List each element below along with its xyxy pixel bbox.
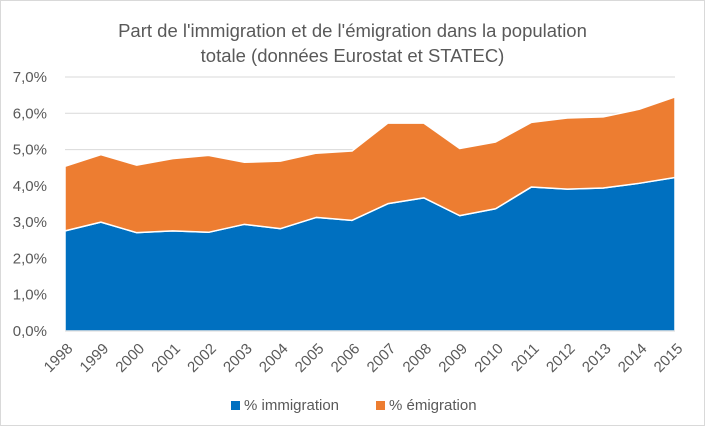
legend-swatch-immigration bbox=[231, 401, 240, 410]
chart-title-line-2: totale (données Eurostat et STATEC) bbox=[200, 45, 505, 66]
legend-swatch-emigration bbox=[376, 401, 385, 410]
y-tick-label: 3,0% bbox=[13, 214, 47, 231]
chart-title: Part de l'immigration et de l'émigration… bbox=[0, 18, 705, 68]
x-tick-label: 2011 bbox=[508, 340, 543, 375]
x-tick-label: 1998 bbox=[41, 340, 77, 376]
area-emigration bbox=[64, 96, 676, 234]
x-tick-label: 1999 bbox=[77, 340, 113, 376]
axes: 0,0% 1,0% 2,0% 3,0% 4,0% 5,0% 6,0% 7,0% 1998 1999… bbox=[13, 69, 687, 376]
x-tick-label: 2014 bbox=[615, 340, 651, 376]
legend: % immigration % émigration bbox=[231, 397, 477, 414]
y-tick-label: 6,0% bbox=[13, 105, 47, 122]
x-tick-label: 2006 bbox=[328, 340, 364, 376]
x-tick-label: 2009 bbox=[435, 340, 471, 376]
y-tick-label: 4,0% bbox=[13, 178, 47, 195]
x-tick-label: 2008 bbox=[400, 340, 436, 376]
y-tick-label: 5,0% bbox=[13, 142, 47, 159]
x-tick-label: 2001 bbox=[148, 340, 184, 376]
x-tick-label: 2005 bbox=[292, 340, 328, 376]
x-tick-label: 2004 bbox=[256, 340, 292, 376]
y-tick-label: 0,0% bbox=[13, 323, 47, 340]
x-tick-label: 2003 bbox=[220, 340, 256, 376]
area-series bbox=[64, 96, 676, 332]
x-tick-label: 2010 bbox=[471, 340, 507, 376]
x-tick-label: 2015 bbox=[651, 340, 687, 376]
y-tick-label: 7,0% bbox=[13, 69, 47, 86]
legend-label-immigration: % immigration bbox=[244, 397, 339, 414]
x-tick-label: 2012 bbox=[543, 340, 579, 376]
legend-label-emigration: % émigration bbox=[389, 397, 477, 414]
x-tick-label: 2013 bbox=[579, 340, 615, 376]
x-tick-label: 2007 bbox=[364, 340, 400, 376]
x-tick-label: 2000 bbox=[112, 340, 148, 376]
x-tick-label: 2002 bbox=[184, 340, 220, 376]
y-tick-label: 1,0% bbox=[13, 287, 47, 304]
chart-title-line-1: Part de l'immigration et de l'émigration… bbox=[118, 20, 587, 41]
y-tick-label: 2,0% bbox=[13, 250, 47, 267]
